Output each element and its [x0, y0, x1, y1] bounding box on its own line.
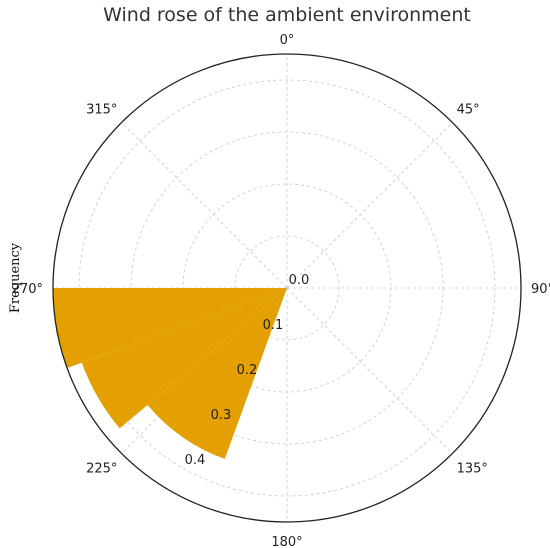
radial-tick-0: 0.0 — [289, 273, 310, 288]
direction-label-225: 225° — [86, 462, 117, 477]
direction-label-90: 90° — [531, 282, 550, 297]
y-axis-label: Frequency — [8, 242, 23, 313]
direction-label-0: 0° — [280, 33, 295, 48]
grid-spoke-135 — [286, 287, 453, 454]
radial-tick-1: 0.1 — [263, 318, 284, 333]
direction-label-180: 180° — [271, 535, 302, 548]
direction-label-270: 270° — [12, 282, 43, 297]
direction-labels: 0° 45° 90° 135° 180° 225° 270° 315° — [12, 33, 550, 548]
bar-0 — [147, 288, 287, 460]
grid-spoke-315 — [121, 122, 288, 289]
bar-2 — [53, 288, 287, 369]
direction-label-315: 315° — [86, 102, 117, 117]
direction-label-45: 45° — [457, 102, 480, 117]
radial-tick-2: 0.2 — [237, 363, 258, 378]
radial-tick-4: 0.4 — [185, 453, 206, 468]
bars — [53, 288, 288, 460]
chart-title: Wind rose of the ambient environment — [103, 4, 471, 26]
bar-1 — [81, 288, 288, 429]
direction-label-135: 135° — [457, 462, 488, 477]
outer-circle — [52, 53, 522, 523]
grid-circle-4 — [78, 79, 496, 497]
radial-tick-3: 0.3 — [211, 408, 232, 423]
radial-tick-labels: 0.0 0.1 0.2 0.3 0.4 — [185, 273, 310, 468]
grid-spoke-45 — [286, 122, 453, 289]
